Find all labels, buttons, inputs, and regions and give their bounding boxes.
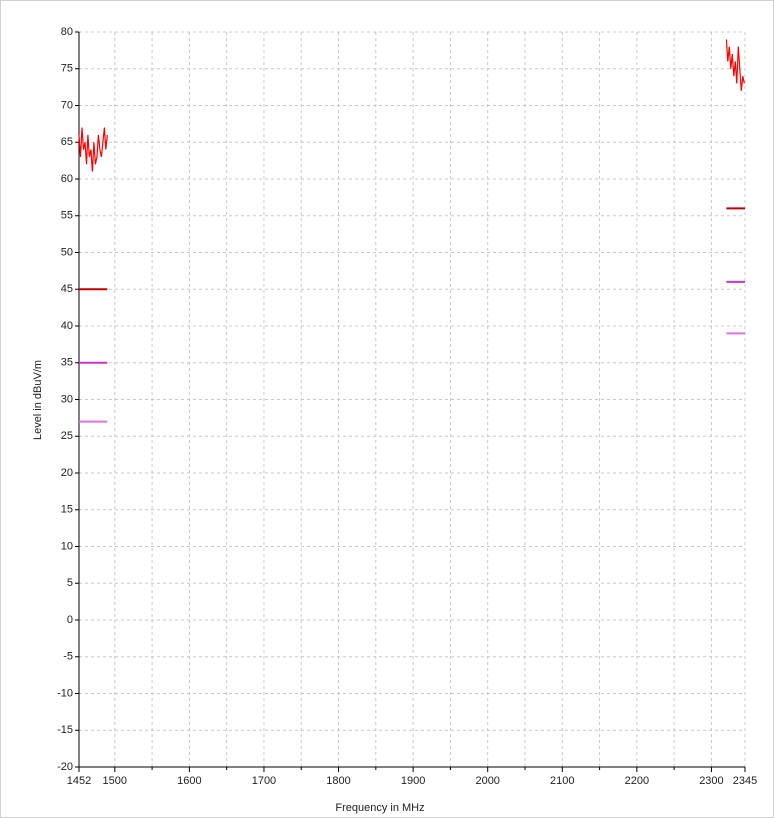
y-tick-label: 75 (61, 63, 73, 75)
x-tick-label: 1500 (103, 775, 127, 787)
y-tick-label: 30 (61, 393, 73, 405)
y-tick-label: -20 (57, 761, 73, 773)
series-line (79, 332, 745, 423)
y-tick-label: -15 (57, 724, 73, 736)
y-tick-label: 40 (61, 320, 73, 332)
y-tick-label: 55 (61, 210, 73, 222)
series-line (79, 207, 745, 291)
y-tick-label: 0 (67, 614, 73, 626)
y-tick-label: 60 (61, 173, 73, 185)
y-tick-label: 80 (61, 26, 73, 38)
x-tick-label: 2200 (625, 775, 649, 787)
x-tick-label: 2300 (699, 775, 723, 787)
x-tick-label: 1900 (401, 775, 425, 787)
x-tick-label: 1600 (177, 775, 201, 787)
y-tick-label: -10 (57, 687, 73, 699)
y-tick-label: 35 (61, 357, 73, 369)
x-tick-label: 2100 (550, 775, 574, 787)
y-tick-label: 10 (61, 540, 73, 552)
series-line (79, 280, 745, 364)
y-tick-label: 45 (61, 283, 73, 295)
y-tick-label: 20 (61, 467, 73, 479)
y-tick-label: 5 (67, 577, 73, 589)
y-tick-label: -5 (63, 651, 73, 663)
y-tick-label: 65 (61, 136, 73, 148)
y-tick-label: 25 (61, 430, 73, 442)
x-tick-label: 1452 (67, 775, 91, 787)
x-tick-label: 2345 (733, 775, 757, 787)
y-tick-label: 15 (61, 504, 73, 516)
x-tick-label: 2000 (475, 775, 499, 787)
y-tick-label: 50 (61, 246, 73, 258)
x-tick-label: 1700 (252, 775, 276, 787)
y-tick-label: 70 (61, 99, 73, 111)
y-axis-label: Level in dBuV/m (32, 360, 44, 440)
x-tick-label: 1800 (326, 775, 350, 787)
x-axis-label: Frequency in MHz (335, 802, 424, 814)
series-line (78, 39, 745, 172)
